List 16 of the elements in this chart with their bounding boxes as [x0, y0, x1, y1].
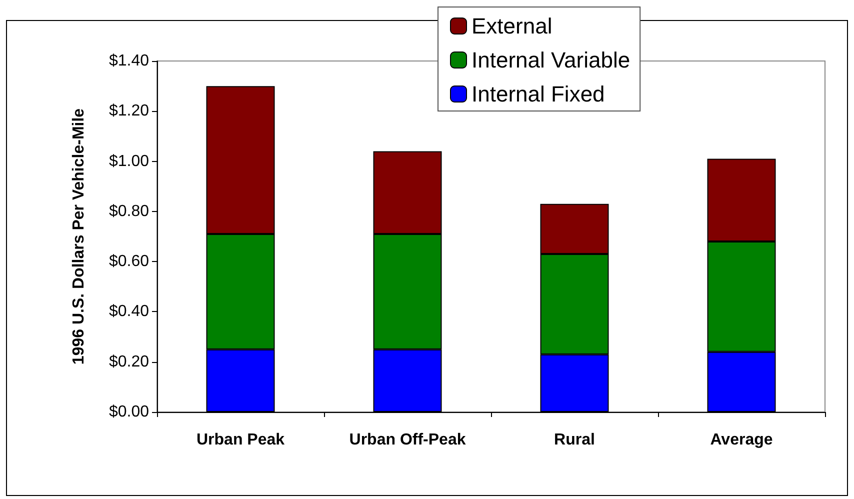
y-tick-label: $0.00 — [108, 404, 150, 420]
legend-label: Internal Variable — [472, 48, 630, 72]
y-tick-label: $0.80 — [108, 202, 150, 220]
y-tick-label: $0.40 — [108, 303, 150, 320]
y-axis-title: 1996 U.S. Dollars Per Vehicle-Mile — [70, 108, 88, 365]
y-tick-label: $0.60 — [108, 253, 150, 270]
legend-label: Internal Fixed — [472, 82, 605, 106]
legend-label: External — [472, 14, 552, 38]
y-tick-label: $1.20 — [108, 102, 150, 120]
x-tick-label: Average — [710, 432, 773, 448]
y-tick-label: $0.20 — [108, 353, 150, 370]
x-tick-label: Urban Peak — [196, 432, 285, 448]
y-tick-label: $1.40 — [108, 52, 150, 70]
x-tick-label: Rural — [554, 432, 595, 448]
x-tick-label: Urban Off-Peak — [349, 432, 466, 448]
y-tick-label: $1.00 — [108, 152, 150, 170]
